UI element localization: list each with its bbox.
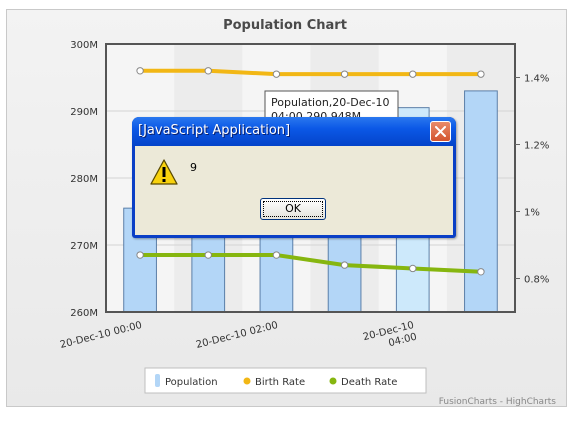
y-left-tick-label: 290M [70,107,98,118]
birth-rate-line [140,68,481,77]
dialog-title: [JavaScript Application] [138,123,291,138]
warning-icon [150,159,178,185]
birth-rate-point [204,67,212,75]
death-rate-point [136,251,144,259]
ok-button[interactable]: OK [260,198,326,220]
birth-rate-point [136,67,144,75]
y-left-tick-label: 280M [70,174,98,185]
chart-credit[interactable]: FusionCharts - HighCharts [439,397,557,407]
y-right-tick-label: 1.2% [524,141,549,152]
y-right-tick-label: 0.8% [524,275,549,286]
death-rate-point [409,264,417,273]
birth-rate-point [272,70,281,78]
population-bar [464,90,498,312]
legend-label-birth-rate: Birth Rate [255,377,305,388]
death-rate-line [140,253,482,274]
legend-label-death-rate: Death Rate [341,377,397,388]
alert-dialog: [JavaScript Application] 9 OK [132,117,456,238]
x-tick-label-line: 20-Dec-10 00:00 [59,320,143,351]
dialog-body: 9 OK [135,146,453,235]
close-icon [435,126,446,137]
birth-rate-point [409,70,417,78]
legend-item-death-rate[interactable]: Death Rate [329,377,398,388]
dialog-message: 9 [190,161,197,174]
chart-tooltip: Population,20-Dec-10 04:00,290,948M [264,90,399,123]
y-left-tick-label: 260M [70,308,98,319]
y-left-tick-label: 270M [70,241,98,252]
legend-item-population[interactable]: Population [155,374,218,388]
death-rate-point [272,251,281,259]
death-rate-point [204,251,212,259]
y-left-tick-label: 300M [70,40,98,51]
birth-rate-point [477,70,485,78]
birth-rate-point [340,70,349,78]
close-button[interactable] [430,121,451,142]
dialog-titlebar[interactable]: [JavaScript Application] [132,117,456,146]
tooltip-line1: Population,20-Dec-10 [271,96,390,109]
x-tick-label: 20-Dec-10 02:00 [195,320,279,351]
legend-item-birth-rate[interactable]: Birth Rate [243,377,306,388]
plot-border [105,43,516,313]
y-right-tick-label: 1.4% [524,74,549,85]
death-rate-point [477,268,485,276]
death-rate-point [340,261,349,269]
chart-title: Population Chart [223,18,347,33]
x-tick-label-line: 20-Dec-10 02:00 [195,320,279,351]
legend-label-population: Population [165,377,218,388]
x-tick-label: 20-Dec-10 00:00 [59,320,143,351]
chart-legend: Population Birth Rate Death Rate [144,367,427,394]
y-right-tick-label: 1% [524,208,540,219]
